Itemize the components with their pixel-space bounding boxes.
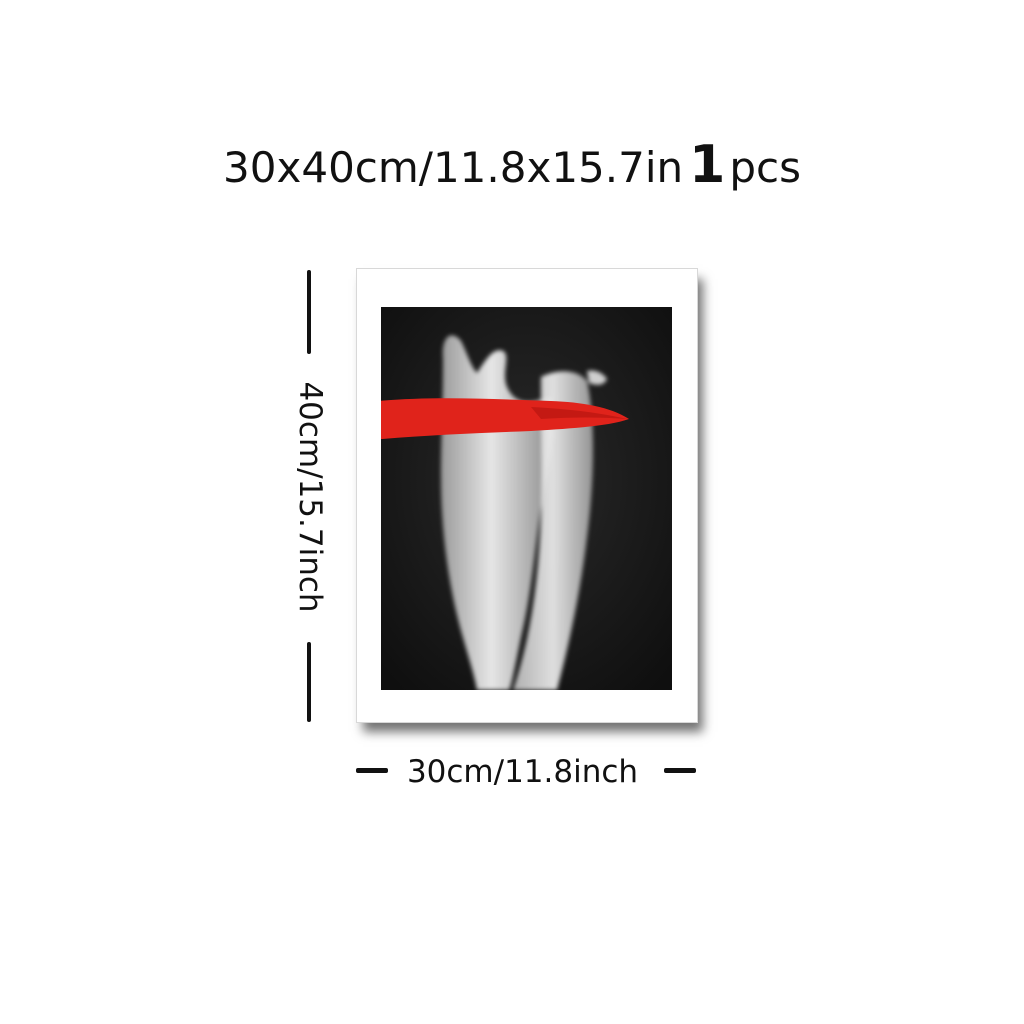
piece-unit: pcs <box>729 143 801 192</box>
piece-count: 1 <box>689 135 726 195</box>
width-dimension-label: 30cm/11.8inch <box>406 754 639 790</box>
height-label-text: 40cm/15.7inch <box>292 381 328 613</box>
height-dimension-line-bottom <box>307 642 311 722</box>
height-dimension-line-top <box>307 270 311 354</box>
poster-artwork <box>381 307 672 690</box>
artwork-illustration <box>381 307 672 690</box>
width-dimension-line-left <box>356 768 388 773</box>
width-dimension-line-right <box>664 768 696 773</box>
size-text: 30x40cm/11.8x15.7in <box>223 143 684 192</box>
poster-frame <box>356 268 698 723</box>
product-title: 30x40cm/11.8x15.7in 1pcs <box>0 133 1024 209</box>
red-brush-stroke <box>381 398 629 440</box>
